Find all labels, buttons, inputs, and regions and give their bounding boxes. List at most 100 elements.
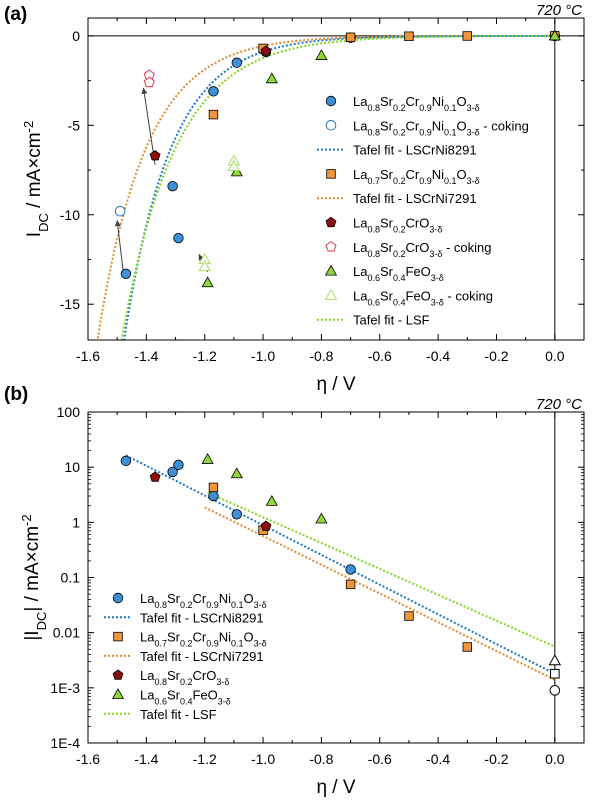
data-point-4-1 [260, 520, 272, 531]
x-tick-label: -1.6 [76, 348, 100, 364]
legend-label-3: La0.7Sr0.2Cr0.9Ni0.1O3-δ [353, 167, 480, 186]
data-point-7-0 [549, 685, 561, 696]
legend-label-part: 3-δ [429, 225, 442, 235]
y-axis-label-sup: -2 [21, 121, 36, 133]
x-tick-label: -1.2 [193, 348, 217, 364]
legend-marker-5 [325, 216, 337, 228]
y-tick-label: 1E-4 [50, 735, 80, 751]
legend-label-part: 0.2 [180, 600, 193, 610]
legend-label-part: La [140, 668, 155, 683]
legend-label-part: Sr [380, 264, 394, 279]
x-tick-label: 0.0 [545, 751, 565, 767]
legend-label-part: CrO [193, 668, 217, 683]
y-axis-label-main: |I [22, 630, 43, 640]
x-tick-label: -1.0 [251, 348, 275, 364]
data-point-5-3 [315, 512, 328, 524]
legend-marker-7 [324, 264, 338, 276]
panel-a: -1.6 -1.4 -1.2 -1.0 -0.8 -0.6 -0.4 -0.2 0.0 0 -5 -1… [4, 2, 585, 395]
legend-label-1: Tafel fit - LSCrNi8291 [140, 610, 264, 625]
data-point-3-2 [345, 32, 356, 43]
legend-label-part: 0.1 [231, 600, 244, 610]
x-tick-label: -0.8 [309, 751, 333, 767]
legend-label-part: O [244, 630, 254, 645]
data-point-8-0 [550, 668, 560, 679]
legend-label-part: 0.4 [393, 297, 406, 307]
legend-label-part: 3-δ [467, 103, 480, 113]
panel-label: (b) [4, 384, 28, 405]
legend-label-part: 0.9 [419, 176, 432, 186]
x-tick-label: -0.2 [484, 348, 508, 364]
legend-label-part: La [140, 630, 155, 645]
legend-label-part: 0.9 [206, 600, 219, 610]
legend-label-part: - coking [480, 118, 529, 133]
data-point-7-4 [548, 29, 561, 41]
legend-label-part: Tafel fit - LSF [140, 707, 217, 722]
legend-label-part: 0.2 [180, 639, 193, 649]
legend-label-5: La0.8Sr0.2CrO3-δ [353, 216, 442, 235]
data-point-0-3 [208, 490, 219, 502]
legend-label-0: La0.8Sr0.2Cr0.9Ni0.1O3-δ [140, 591, 267, 610]
legend-label-part: 0.6 [367, 273, 380, 283]
data-markers [114, 29, 561, 288]
data-point-9-0 [548, 654, 562, 666]
legend-label-8: La0.6Sr0.4FeO3-δ - coking [353, 288, 493, 307]
y-tick-label: 0 [72, 28, 80, 44]
y-tick-label: -15 [60, 296, 80, 312]
data-point-2-2 [345, 579, 356, 590]
legend-label-part: Ni [219, 591, 231, 606]
legend-label-part: FeO [406, 264, 431, 279]
y-axis-label-main: I [24, 232, 45, 237]
data-point-0-1 [167, 466, 178, 478]
legend-marker-4 [112, 669, 124, 680]
x-tick-label: -1.6 [76, 751, 100, 767]
data-markers [120, 453, 562, 696]
legend-label-part: - coking [444, 288, 493, 303]
legend-label-part: Sr [380, 240, 394, 255]
data-point-7-2 [265, 72, 278, 84]
legend-label-part: 0.8 [367, 127, 380, 137]
legend-label-part: 0.9 [419, 127, 432, 137]
y-tick-label: -5 [68, 117, 81, 133]
legend-label-part: Ni [219, 630, 231, 645]
x-axis-label: η / V [316, 374, 355, 395]
legend-label-part: Sr [167, 630, 181, 645]
data-point-0-2 [173, 459, 184, 471]
y-tick-label: 1 [72, 514, 80, 530]
legend-label-part: Tafel fit - LSCrNi7291 [140, 649, 264, 664]
y-tick-label: 0.01 [53, 625, 80, 641]
temperature-label: 720 °C [536, 2, 582, 19]
y-axis-label: |IDC| / mA×cm-2 [19, 514, 49, 640]
legend-marker-6 [325, 240, 337, 252]
legend-label-part: O [457, 167, 467, 182]
legend-label-part: 0.9 [206, 639, 219, 649]
fit-line-3 [204, 506, 556, 681]
data-point-7-0 [201, 276, 214, 288]
data-point-3-4 [462, 31, 472, 41]
legend-label-part: 0.6 [154, 697, 167, 707]
legend-label-6: La0.8Sr0.2CrO3-δ - coking [353, 240, 492, 259]
legend-label-part: 3-δ [431, 273, 444, 283]
legend-label-part: 0.4 [393, 273, 406, 283]
legend-label-part: 3-δ [216, 677, 229, 687]
legend-label-4: Tafel fit - LSCrNi7291 [353, 191, 477, 206]
legend-marker-3 [326, 169, 336, 179]
data-point-0-5 [345, 564, 356, 575]
data-point-7-3 [315, 49, 328, 60]
data-point-0-2 [173, 232, 184, 244]
x-tick-label: -1.4 [134, 751, 158, 767]
legend-label-part: O [457, 118, 467, 133]
fit-line-1 [125, 454, 556, 675]
legend-label-part: 0.1 [231, 639, 244, 649]
data-point-0-4 [231, 57, 243, 68]
data-point-0-0 [120, 455, 132, 467]
y-tick-label: -10 [60, 207, 80, 223]
x-tick-label: -0.8 [309, 348, 333, 364]
x-tick-label: -0.6 [368, 751, 392, 767]
legend-label-part: 3-δ [429, 249, 442, 259]
legend-label-part: 0.2 [393, 103, 406, 113]
data-point-5-1 [230, 467, 243, 479]
legend-label-part: Tafel fit - LSCrNi7291 [353, 191, 477, 206]
x-tick-label: -0.2 [484, 751, 508, 767]
legend-marker-2 [113, 631, 123, 642]
